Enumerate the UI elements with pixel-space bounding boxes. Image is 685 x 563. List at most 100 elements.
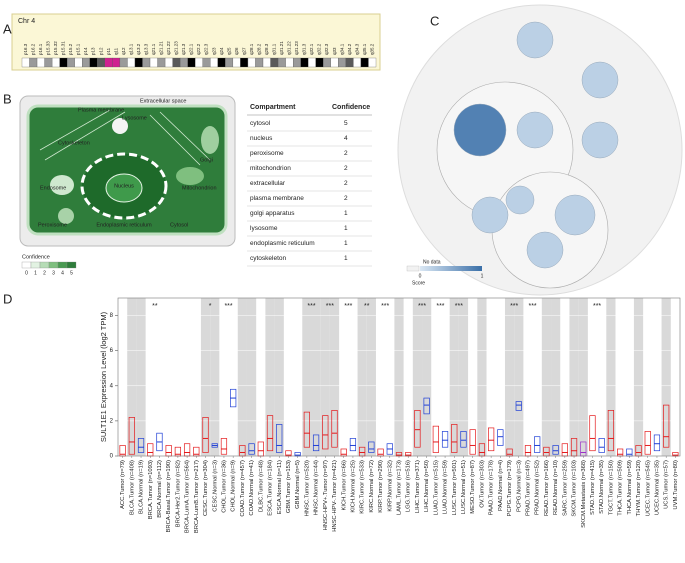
band-label: q22.1 bbox=[189, 43, 194, 55]
band-label: q32.3 bbox=[324, 43, 329, 55]
band bbox=[142, 57, 151, 68]
band-label: q34.3 bbox=[354, 43, 359, 55]
x-tick-label: STAD.Normal (n=35) bbox=[599, 460, 605, 514]
table-header: Confidence bbox=[332, 104, 370, 111]
box bbox=[414, 410, 421, 448]
band-label: q31.21 bbox=[279, 41, 284, 55]
band-label: p16.3 bbox=[23, 43, 28, 55]
group-shade bbox=[246, 298, 257, 456]
significance: *** bbox=[307, 303, 315, 310]
significance: *** bbox=[224, 303, 232, 310]
x-tick-label: BLCA.Tumor (n=408) bbox=[129, 460, 135, 515]
panel-label: C bbox=[430, 13, 439, 28]
x-tick-label: UCEC.Normal (n=35) bbox=[654, 460, 660, 515]
box bbox=[303, 411, 310, 448]
endosome bbox=[50, 175, 74, 195]
cell-label: Extracellular space bbox=[140, 98, 186, 104]
bubble bbox=[526, 231, 564, 269]
x-tick-label: HNSC-HPV+.Tumor (n=97) bbox=[323, 460, 329, 530]
x-tick-label: OV.Tumor (n=303) bbox=[479, 460, 485, 508]
cell-label: Cytosol bbox=[170, 222, 188, 228]
lysosome bbox=[112, 118, 128, 134]
x-tick-label: CHOL.Tumor (n=36) bbox=[221, 460, 227, 513]
box bbox=[137, 438, 145, 453]
x-tick-label: LIHC.Normal (n=50) bbox=[424, 460, 430, 512]
y-tick-label: 8 bbox=[110, 313, 114, 319]
group-shade bbox=[578, 298, 588, 456]
x-tick-label: KIRP.Normal (n=32) bbox=[387, 460, 393, 512]
x-tick-label: BLCA.Normal (n=19) bbox=[139, 460, 145, 514]
y-tick-label: 0 bbox=[110, 454, 114, 460]
band bbox=[368, 57, 377, 68]
group-shade bbox=[541, 298, 552, 456]
band bbox=[210, 57, 218, 68]
band bbox=[345, 57, 354, 68]
group-shade bbox=[514, 298, 524, 456]
box bbox=[312, 434, 320, 452]
legend-bar bbox=[420, 266, 482, 271]
table-cell: cytoskeleton bbox=[250, 255, 287, 262]
group-shade bbox=[569, 298, 579, 456]
plot-frame bbox=[117, 297, 681, 457]
legend-title: No data bbox=[423, 259, 441, 265]
band-label: q13.2 bbox=[136, 43, 141, 55]
x-tick-label: KIRC.Tumor (n=533) bbox=[360, 460, 366, 514]
x-tick-label: LUAD.Tumor (n=515) bbox=[433, 460, 439, 515]
band-label: q31.3 bbox=[302, 43, 307, 55]
x-tick-label: LIHC.Tumor (n=371) bbox=[415, 460, 421, 513]
band-label: q22.2 bbox=[196, 43, 201, 55]
x-tick-label: THCA.Tumor (n=509) bbox=[618, 460, 624, 516]
group-shade bbox=[504, 298, 515, 456]
box bbox=[128, 417, 135, 455]
mitochondrion bbox=[176, 167, 204, 185]
band bbox=[74, 57, 83, 68]
group-shade bbox=[274, 298, 284, 456]
band bbox=[202, 57, 211, 68]
legend-tick: 1 bbox=[34, 270, 37, 276]
x-tick-label: DLBC.Tumor (n=48) bbox=[258, 460, 264, 512]
band-label: q11 bbox=[113, 47, 118, 55]
box bbox=[202, 417, 209, 453]
x-tick-label: PRAD.Tumor (n=497) bbox=[526, 460, 532, 516]
band-label: p15.2 bbox=[68, 43, 73, 55]
x-tick-label: LUSC.Tumor (n=501) bbox=[452, 460, 458, 515]
band bbox=[300, 57, 309, 68]
legend-tick: 5 bbox=[70, 270, 73, 276]
x-tick-label: BRCA-Her2.Tumor (n=82) bbox=[175, 460, 181, 527]
x-tick-label: PCPG.Normal (n=3) bbox=[516, 460, 522, 512]
band bbox=[119, 57, 128, 68]
band-label: q35.2 bbox=[369, 43, 374, 55]
legend-tick: 0 bbox=[419, 273, 422, 279]
band-label: q31.1 bbox=[272, 43, 277, 55]
band-label: q34.1 bbox=[339, 43, 344, 55]
band-label: q21.1 bbox=[151, 43, 156, 55]
band bbox=[270, 57, 279, 68]
x-tick-label: CESC.Tumor (n=304) bbox=[203, 460, 209, 516]
x-tick-label: BRCA-Basal.Tumor (n=190) bbox=[166, 460, 172, 533]
group-shade bbox=[127, 298, 137, 456]
band bbox=[89, 57, 98, 68]
x-tick-label: COAD.Normal (n=41) bbox=[249, 460, 255, 516]
chromosome-title: Chr 4 bbox=[18, 18, 35, 25]
band bbox=[36, 57, 45, 68]
group-shade bbox=[458, 298, 469, 456]
x-tick-label: SKCM.Tumor (n=103) bbox=[572, 460, 578, 517]
band bbox=[338, 57, 347, 68]
box bbox=[644, 431, 651, 455]
band bbox=[82, 57, 90, 68]
band-label: q23 bbox=[211, 47, 216, 55]
cell-label: Mitochondrion bbox=[182, 185, 217, 191]
band bbox=[315, 57, 324, 68]
group-shade bbox=[320, 298, 330, 456]
band-label: q28.3 bbox=[264, 43, 269, 55]
band bbox=[97, 57, 106, 68]
band-label: q24 bbox=[219, 47, 224, 55]
group-shade bbox=[210, 298, 220, 456]
x-tick-label: GBM.Normal (n=5) bbox=[295, 460, 301, 509]
band bbox=[323, 57, 331, 68]
legend-tick: 2 bbox=[43, 270, 46, 276]
band-label: p15.31 bbox=[61, 41, 66, 55]
box bbox=[488, 427, 495, 452]
bubble bbox=[471, 196, 509, 234]
panel-label: A bbox=[3, 21, 12, 36]
